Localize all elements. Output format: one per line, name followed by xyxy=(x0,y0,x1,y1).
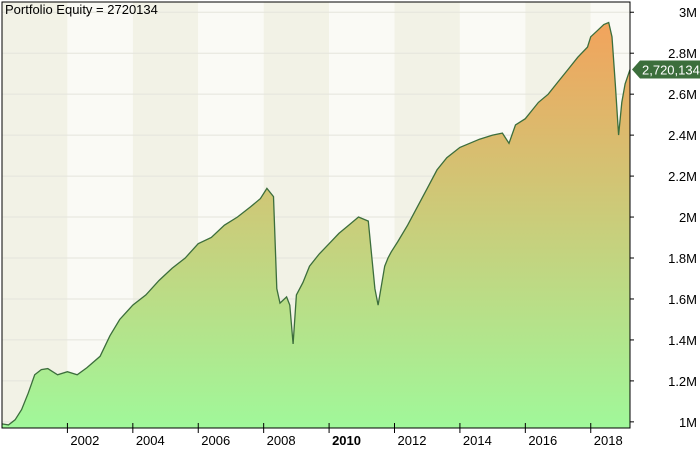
y-tick-label: 1M xyxy=(679,415,697,430)
y-tick-label: 2.4M xyxy=(668,128,697,143)
x-tick-label: 2006 xyxy=(201,433,230,448)
y-tick-label: 1.2M xyxy=(668,374,697,389)
x-tick-label: 2012 xyxy=(398,433,427,448)
last-value-label: 2,720,134 xyxy=(632,60,700,79)
equity-line xyxy=(1,21,631,426)
y-tick-label: 1.4M xyxy=(668,333,697,348)
last-value-tag xyxy=(632,60,700,79)
equity-area-fill xyxy=(2,22,630,428)
x-tick-label: 2018 xyxy=(594,433,623,448)
y-tick-label: 1.8M xyxy=(668,251,697,266)
x-tick-label: 2016 xyxy=(528,433,557,448)
x-tick-label: 2008 xyxy=(267,433,296,448)
year-band xyxy=(2,2,68,428)
y-tick-label: 3M xyxy=(679,5,697,20)
x-tick-label: 2014 xyxy=(463,433,492,448)
x-tick-label: 2010 xyxy=(332,433,361,448)
plot-frame xyxy=(1,1,631,429)
y-tick-label: 2.6M xyxy=(668,87,697,102)
x-tick-label: 2004 xyxy=(136,433,165,448)
y-tick-label: 2.2M xyxy=(668,169,697,184)
y-tick-label: 2M xyxy=(679,210,697,225)
y-tick-label: 1.6M xyxy=(668,292,697,307)
x-tick-label: 2002 xyxy=(70,433,99,448)
y-tick-label: 2.8M xyxy=(668,46,697,61)
chart-title: Portfolio Equity = 2720134 xyxy=(5,2,158,17)
last-value-text: 2,720,134 xyxy=(642,63,700,78)
